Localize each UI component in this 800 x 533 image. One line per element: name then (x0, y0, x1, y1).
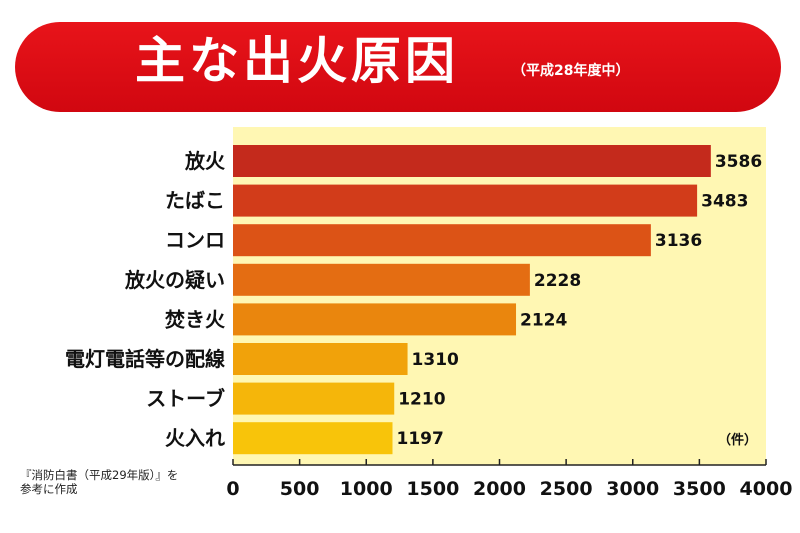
value-label: 3136 (655, 231, 702, 251)
bars-group (233, 145, 711, 455)
value-label: 1197 (397, 429, 444, 449)
chart-title: 主な出火原因 (135, 32, 459, 90)
bar-8 (233, 422, 393, 455)
x-tick-label: 1500 (406, 478, 459, 500)
x-tick-label: 2000 (473, 478, 526, 500)
bar-3 (233, 224, 651, 257)
value-label: 2124 (520, 310, 567, 330)
x-tick-label: 3500 (673, 478, 726, 500)
category-label: ストーブ (146, 387, 225, 411)
category-label: 焚き火 (165, 307, 226, 331)
category-label: たばこ (165, 189, 225, 213)
x-tick-label: 3000 (606, 478, 659, 500)
category-label: 電灯電話等の配線 (65, 347, 225, 371)
category-label: 放火 (184, 149, 226, 173)
chart-subtitle: （平成28年度中） (512, 63, 630, 79)
source-line-2: 参考に作成 (20, 482, 78, 496)
x-tick-label: 0 (226, 478, 239, 500)
bar-2 (233, 184, 698, 217)
source-line-1: 『消防白書（平成29年版）』を (20, 468, 179, 482)
source-note: 『消防白書（平成29年版）』を 参考に作成 (20, 468, 178, 496)
bar-6 (233, 343, 408, 375)
value-labels: 3586 3483 3136 2228 2124 1310 1210 1197 (397, 152, 763, 449)
category-label: 放火の疑い (124, 268, 225, 292)
category-label: コンロ (165, 228, 225, 252)
category-label: 火入れ (165, 426, 225, 450)
bar-7 (233, 382, 395, 415)
bar-4 (233, 263, 530, 296)
value-label: 3586 (715, 152, 762, 172)
unit-label: （件） (718, 432, 757, 448)
x-tick-label: 1000 (340, 478, 393, 500)
value-label: 2228 (534, 271, 581, 291)
value-label: 1210 (398, 390, 445, 410)
value-label: 3483 (701, 192, 748, 212)
bar-5 (233, 303, 517, 336)
bar-1 (233, 145, 711, 177)
x-tick-label: 500 (280, 478, 320, 500)
x-tick-label: 2500 (540, 478, 593, 500)
x-axis-ticks: 0 500 1000 1500 2000 2500 3000 3500 4000 (226, 459, 792, 500)
value-label: 1310 (412, 350, 459, 370)
x-tick-label: 4000 (740, 478, 793, 500)
title-banner (15, 22, 781, 112)
